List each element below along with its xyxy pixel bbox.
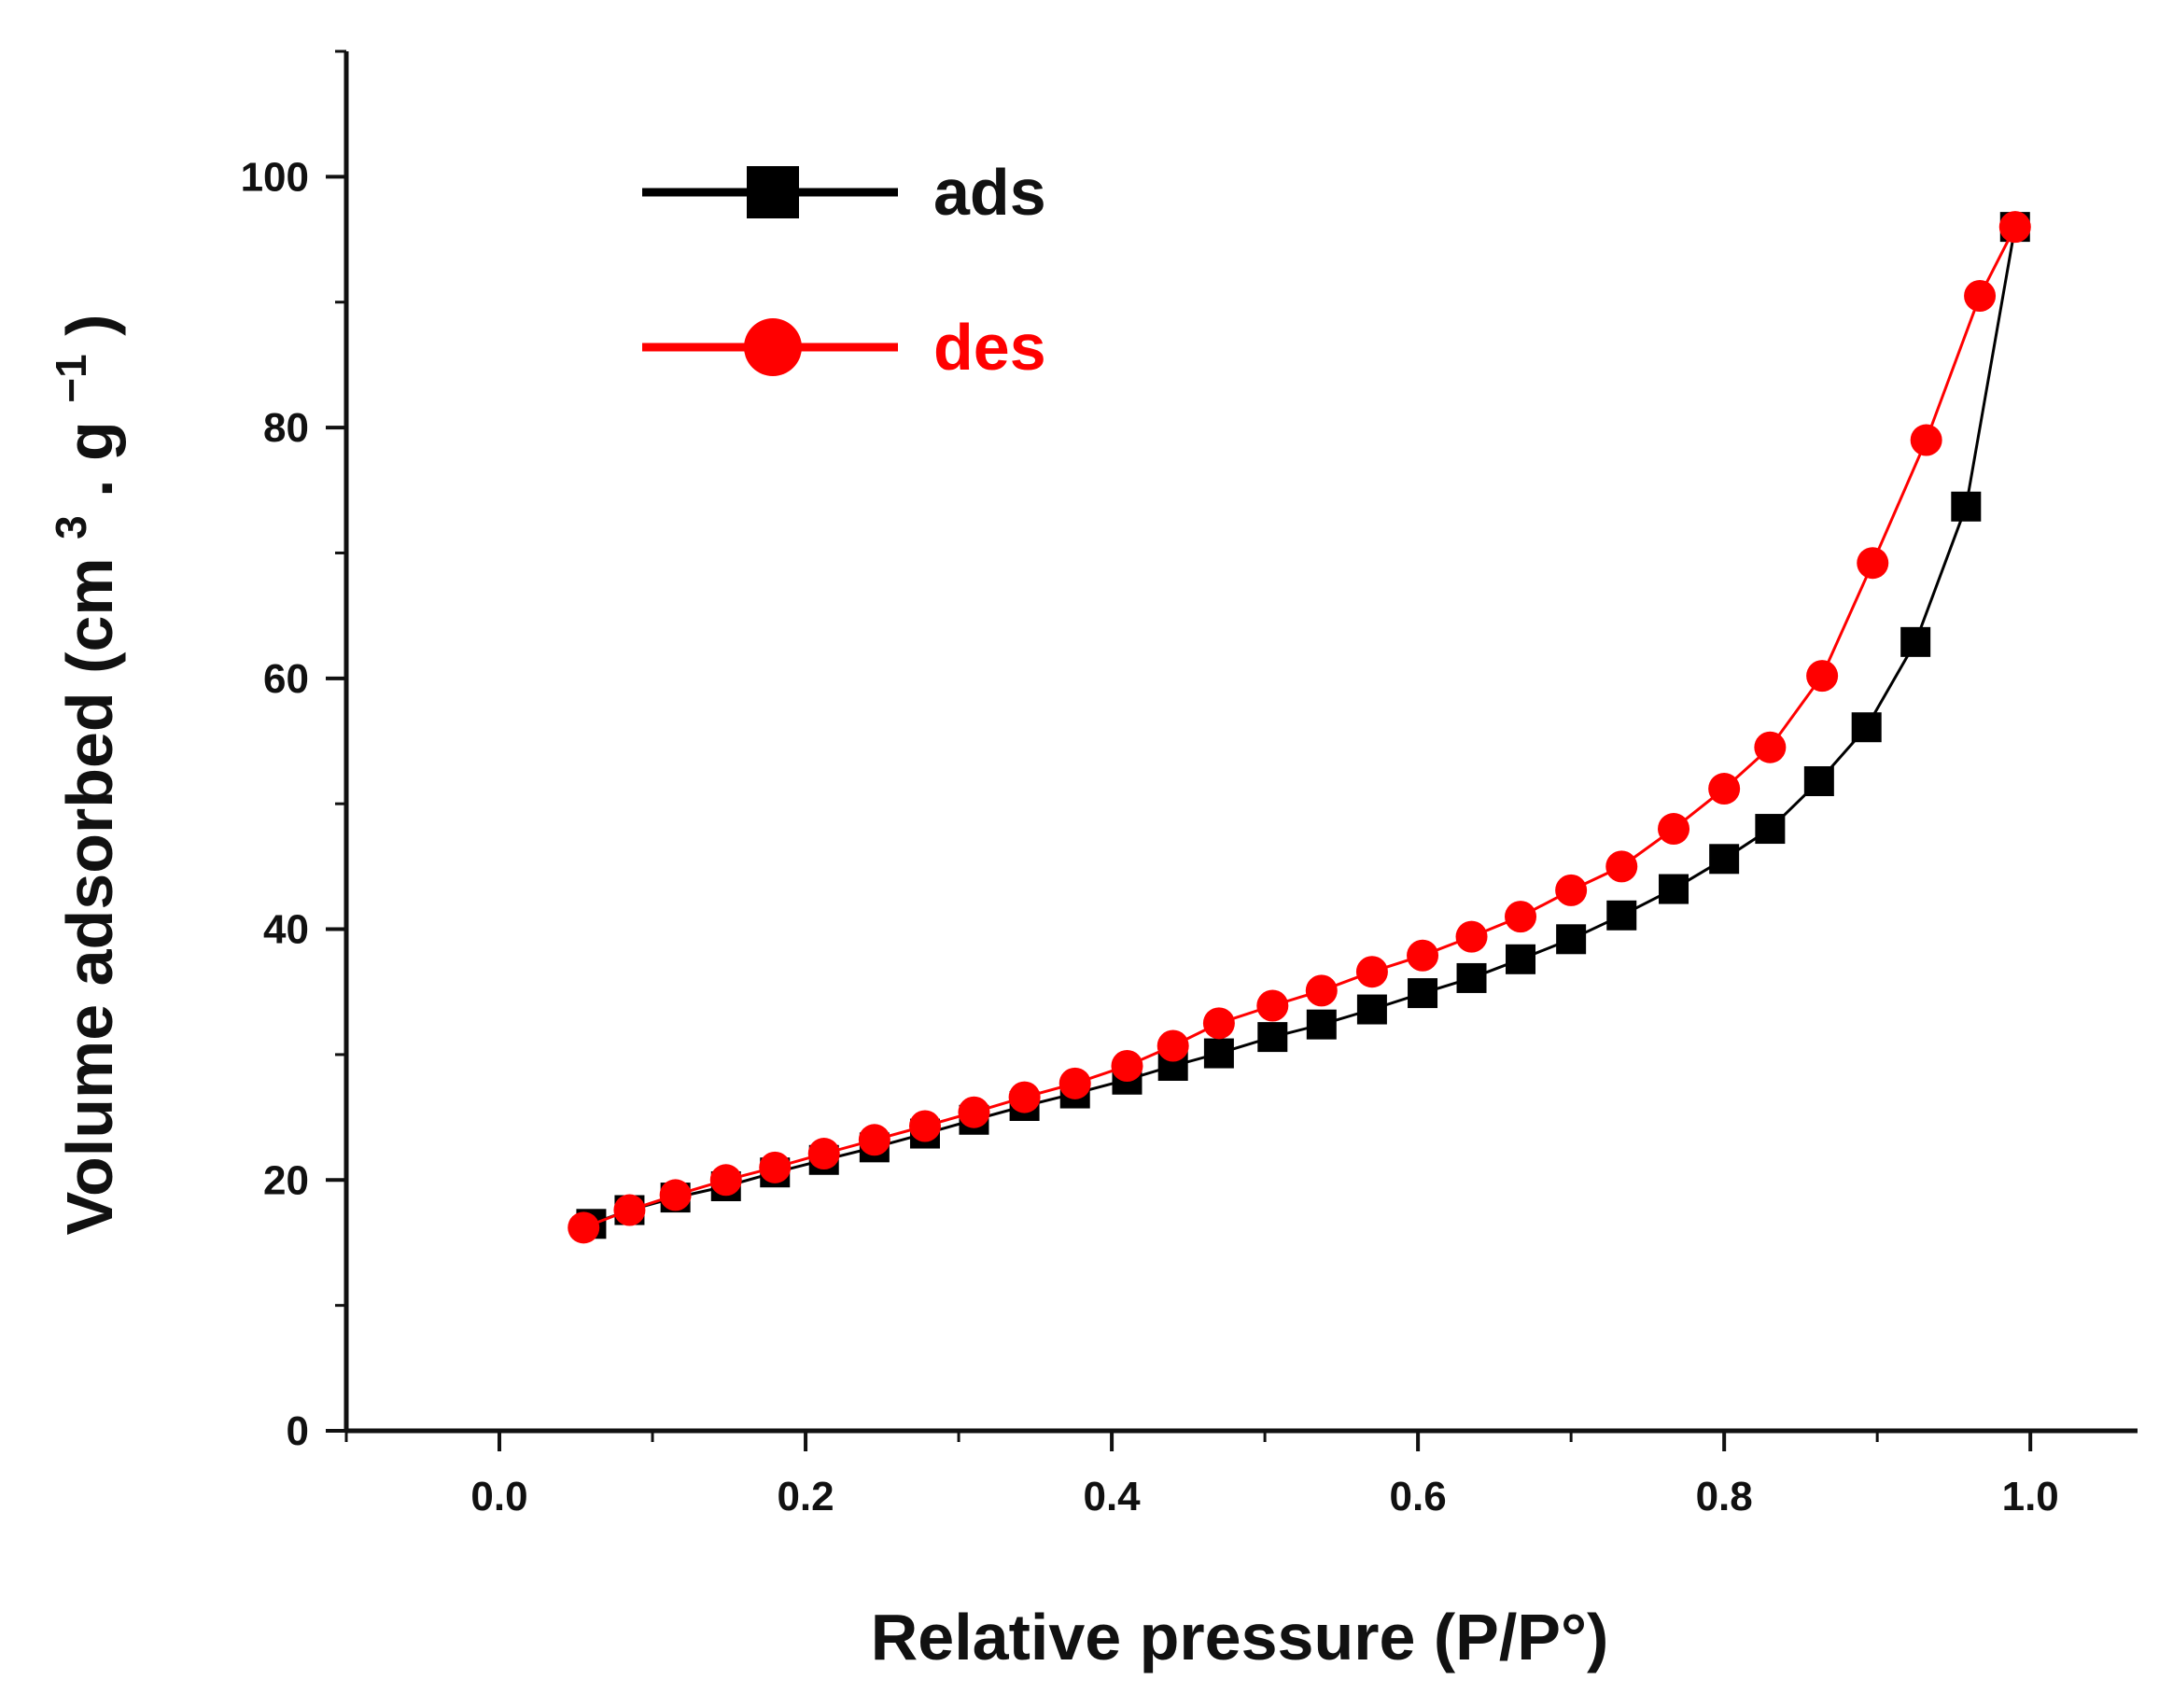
data-point-des bbox=[958, 1096, 990, 1128]
data-point-des bbox=[1505, 901, 1537, 933]
data-point-ads bbox=[1203, 1038, 1234, 1069]
data-point-des bbox=[1658, 813, 1690, 846]
series-layer bbox=[568, 211, 2031, 1244]
data-point-ads bbox=[1951, 491, 1982, 522]
data-point-ads bbox=[1556, 924, 1587, 955]
y-axis-title-sup2: −1 bbox=[47, 354, 95, 402]
x-tick-label: 0.8 bbox=[1696, 1474, 1753, 1519]
x-axis-title: Relative pressure (P/P°) bbox=[871, 1601, 1609, 1673]
data-point-des bbox=[908, 1110, 941, 1142]
data-point-ads bbox=[1306, 1009, 1337, 1040]
data-point-des bbox=[1708, 773, 1741, 805]
data-point-ads bbox=[1257, 1022, 1288, 1053]
data-point-des bbox=[1754, 731, 1787, 763]
data-point-des bbox=[1555, 874, 1588, 906]
legend-marker-des bbox=[744, 318, 802, 376]
x-tick-label: 0.4 bbox=[1083, 1474, 1141, 1519]
data-point-des bbox=[709, 1164, 742, 1197]
data-point-des bbox=[1998, 211, 2031, 244]
data-point-des bbox=[1605, 850, 1638, 883]
y-axis-title-suffix: ) bbox=[53, 315, 126, 336]
series-line-des bbox=[582, 226, 2017, 1229]
y-tick-label: 20 bbox=[263, 1157, 309, 1203]
series-des bbox=[568, 211, 2031, 1244]
tick-labels: 0.0 0.2 0.4 0.6 0.8 1.0 0 20 40 60 80 100 bbox=[241, 154, 2059, 1519]
data-point-ads bbox=[1506, 944, 1536, 974]
legend-label-ads: ads bbox=[933, 156, 1046, 229]
data-point-des bbox=[1964, 280, 1997, 313]
data-point-ads bbox=[1408, 978, 1438, 1009]
data-point-ads bbox=[1356, 994, 1387, 1025]
y-tick-label: 100 bbox=[241, 154, 309, 200]
data-point-des bbox=[659, 1179, 692, 1211]
y-tick-label: 40 bbox=[263, 907, 309, 953]
legend-item-ads: ads bbox=[642, 156, 1046, 229]
axes bbox=[343, 51, 2138, 1434]
y-tick-label: 0 bbox=[287, 1408, 309, 1454]
data-point-des bbox=[759, 1151, 792, 1183]
data-point-des bbox=[1806, 660, 1839, 693]
y-axis-title-prefix: Volume adsorbed (cm bbox=[53, 557, 126, 1235]
data-point-des bbox=[1058, 1067, 1091, 1099]
data-point-des bbox=[858, 1124, 890, 1156]
legend-marker-ads bbox=[747, 166, 799, 218]
data-point-ads bbox=[1851, 712, 1882, 743]
y-axis-title-middle: . g bbox=[53, 421, 126, 497]
legend: ads des bbox=[642, 156, 1046, 384]
legend-label-des: des bbox=[933, 311, 1046, 384]
y-tick-label: 60 bbox=[263, 656, 309, 702]
legend-item-des: des bbox=[642, 311, 1046, 384]
data-point-ads bbox=[1659, 874, 1689, 904]
data-point-ads bbox=[1900, 626, 1931, 657]
data-point-des bbox=[568, 1211, 600, 1244]
data-point-des bbox=[1857, 547, 1889, 580]
data-point-ads bbox=[1606, 900, 1637, 931]
data-point-des bbox=[1202, 1007, 1235, 1040]
data-point-des bbox=[1008, 1081, 1041, 1113]
data-point-des bbox=[807, 1138, 840, 1170]
data-point-des bbox=[1407, 939, 1439, 972]
data-point-des bbox=[1111, 1050, 1143, 1083]
x-tick-label: 0.6 bbox=[1390, 1474, 1447, 1519]
ticks bbox=[326, 49, 2033, 1451]
data-point-des bbox=[1910, 424, 1942, 456]
data-point-des bbox=[1455, 920, 1488, 953]
data-point-des bbox=[1355, 956, 1388, 988]
data-point-ads bbox=[1755, 814, 1786, 845]
data-point-ads bbox=[1456, 962, 1487, 993]
data-point-des bbox=[613, 1194, 646, 1226]
series-line-ads bbox=[590, 226, 2017, 1225]
data-point-ads bbox=[1709, 844, 1740, 875]
data-point-des bbox=[1305, 974, 1338, 1007]
y-axis-title-sup1: 3 bbox=[47, 515, 95, 539]
x-tick-label: 0.2 bbox=[777, 1474, 834, 1519]
data-point-des bbox=[1157, 1029, 1189, 1062]
data-point-ads bbox=[1803, 765, 1834, 796]
y-tick-label: 80 bbox=[263, 405, 309, 451]
x-tick-label: 1.0 bbox=[2002, 1474, 2059, 1519]
data-point-des bbox=[1256, 989, 1289, 1022]
x-tick-label: 0.0 bbox=[470, 1474, 527, 1519]
y-axis-title: Volume adsorbed (cm 3 . g −1 ) bbox=[27, 315, 126, 1236]
